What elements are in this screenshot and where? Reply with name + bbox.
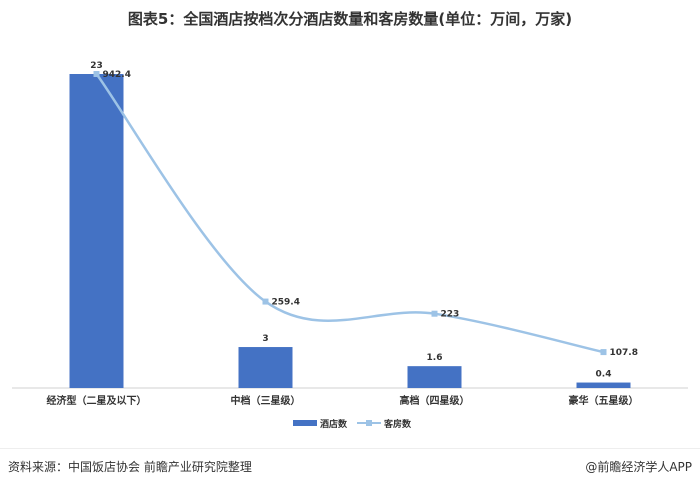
bar-value-label: 23 [90, 61, 103, 71]
bar-value-label: 0.4 [596, 370, 612, 380]
footer-divider [0, 448, 700, 449]
x-tick-label: 中档（三星级） [231, 394, 301, 407]
x-tick-label: 经济型（二星及以下） [47, 394, 147, 407]
bar-hotels [407, 366, 462, 388]
x-tick-label: 高档（四星级） [400, 394, 470, 407]
x-tick-label: 豪华（五星级） [569, 394, 639, 407]
bar-hotels [69, 74, 124, 388]
line-value-label: 942.4 [103, 70, 131, 80]
source-note: 资料来源：中国饭店协会 前瞻产业研究院整理 [8, 460, 252, 474]
legend-swatch-hotels [293, 420, 317, 426]
line-value-label: 107.8 [610, 348, 638, 358]
line-point-rooms [600, 349, 607, 356]
bar-value-label: 3 [262, 334, 268, 344]
legend-label-rooms: 客房数 [383, 418, 412, 430]
line-point-rooms [431, 310, 438, 317]
chart-title: 图表5：全国酒店按档次分酒店数量和客房数量(单位：万间，万家) [127, 10, 573, 28]
line-value-label: 259.4 [272, 298, 300, 308]
line-point-rooms [262, 298, 269, 305]
line-value-label: 223 [441, 310, 460, 320]
bar-value-label: 1.6 [427, 353, 443, 363]
bar-hotels [238, 347, 293, 388]
bar-hotels [576, 382, 631, 388]
line-rooms [95, 73, 604, 354]
credit-note: @前瞻经济学人APP [585, 460, 692, 474]
legend-swatch-rooms-marker [366, 420, 372, 426]
legend-label-hotels: 酒店数 [320, 418, 348, 430]
line-point-rooms [93, 71, 100, 77]
